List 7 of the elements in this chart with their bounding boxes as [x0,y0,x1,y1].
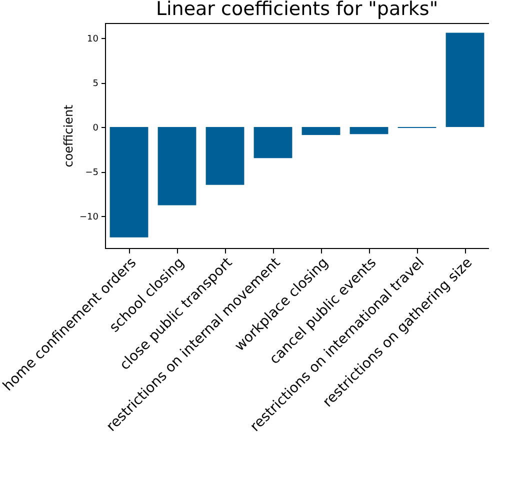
y-tick-label: 0 [92,124,99,134]
y-tick-label: −5 [85,168,98,178]
chart-title: Linear coefficients for "parks" [156,0,438,20]
y-tick-label: 10 [87,34,99,45]
y-axis-title: coefficient [62,104,76,168]
y-tick-label: −10 [80,212,99,222]
y-tick-label: 5 [92,79,98,90]
